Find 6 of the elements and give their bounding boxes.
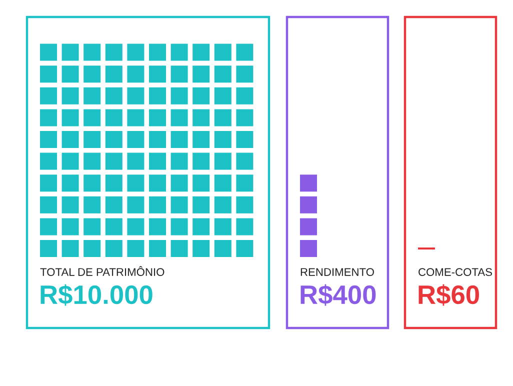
category-label: RENDIMENTO <box>300 268 374 276</box>
data-label: R$10.000 <box>40 284 152 306</box>
data-label: R$400 <box>300 284 376 306</box>
category-label: TOTAL DE PATRIMÔNIO <box>40 266 164 276</box>
category-label: COME-COTAS <box>418 268 492 276</box>
data-label: R$60 <box>418 284 480 306</box>
